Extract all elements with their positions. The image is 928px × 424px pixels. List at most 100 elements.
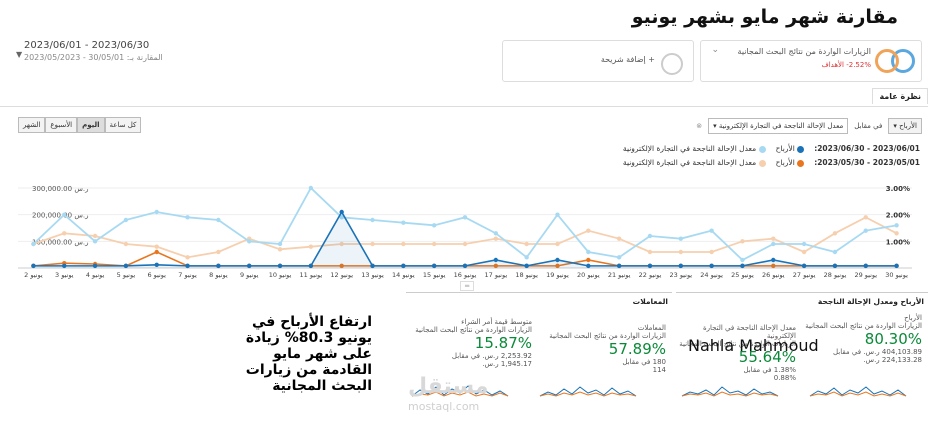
tab-overview[interactable]: نظرة عامة (872, 88, 928, 104)
data-point (832, 263, 838, 269)
data-point (586, 263, 591, 269)
kpi-card-avg-order[interactable]: متوسط قيمة أمر الشراء الزيارات الواردة م… (404, 318, 532, 368)
data-point (801, 263, 807, 269)
line-chart: 300,000.00 ر.س 200,000.00 ر.س 100,000.00 ر… (18, 185, 912, 279)
data-point (894, 231, 899, 236)
add-segment-label: + إضافة شريحة (600, 55, 655, 64)
data-point (370, 241, 375, 247)
data-point (216, 263, 221, 269)
x-tick-label: 4 يونيو (86, 271, 105, 279)
kpi-line1: 1.38% في مقابل (743, 366, 796, 374)
section-earnings-title: الأرباح ومعدل الإحالة الناجحة (817, 297, 924, 306)
date-range-picker[interactable]: 2023/06/01 - 2023/06/30 المقارنة بـ: 30/… (14, 40, 163, 64)
data-point (308, 263, 314, 269)
btn-month[interactable]: الشهر (18, 117, 46, 133)
sparkline-may (411, 391, 509, 397)
kpi-title: معدل الإحالة الناجحة في التجارة الإلكترو… (702, 324, 796, 340)
kpi-title: متوسط قيمة أمر الشراء (461, 318, 532, 326)
x-tick-label: 16 يونيو (454, 271, 477, 279)
page-title: مقارنة شهر مايو بشهر يونيو (631, 6, 898, 28)
data-point (740, 239, 745, 244)
x-tick-label: 12 يونيو (330, 271, 353, 279)
legend-may-rate: معدل الإحالة الناجحة في التجارة الإلكترو… (622, 158, 757, 167)
data-point (92, 239, 98, 244)
data-point (431, 223, 437, 228)
data-point (216, 249, 221, 255)
data-point (678, 263, 683, 269)
chart-resize-handle[interactable]: ═ (460, 281, 475, 291)
kpi-card-rate[interactable]: معدل الإحالة الناجحة في التجارة الإلكترو… (678, 324, 796, 382)
compare-label: المقارنة بـ: (126, 53, 163, 62)
data-point (832, 249, 838, 255)
add-segment-card[interactable]: + إضافة شريحة (502, 40, 694, 82)
kpi-card-earnings[interactable]: الأرباح الزيارات الواردة من نتائج البحث … (802, 314, 922, 364)
btn-hourly[interactable]: كل ساعة (104, 117, 142, 133)
data-point (678, 236, 683, 241)
data-point (123, 241, 129, 247)
data-point (154, 244, 159, 249)
data-point (370, 263, 375, 269)
chevron-down-icon[interactable]: ▼ (16, 50, 23, 59)
data-point (709, 263, 714, 269)
series-line (33, 216, 898, 259)
x-tick-label: 28 يونيو (824, 271, 847, 279)
legend-dot-icon (758, 159, 766, 167)
legend-row-june: 2023/06/01 - 2023/06/30: الأرباح معدل ال… (623, 144, 920, 153)
tab-bar (0, 88, 928, 107)
data-point (832, 231, 838, 236)
x-tick-label: 19 يونيو (546, 271, 569, 279)
x-tick-label: 13 يونيو (361, 271, 384, 279)
sparkline-june (539, 386, 637, 397)
x-tick-label: 7 يونيو (178, 271, 197, 279)
data-point (863, 228, 868, 233)
right-axis-label: 1.00% (886, 238, 910, 246)
legend-row-may: 2023/05/01 - 2023/05/30: الأرباح معدل ال… (623, 158, 920, 167)
chevron-down-icon[interactable]: ⌄ (711, 45, 719, 55)
segment-label: الزيارات الواردة من نتائج البحث المجانية (737, 47, 871, 56)
data-point (555, 257, 560, 263)
btn-day[interactable]: اليوم (77, 117, 105, 133)
segment-card[interactable]: الزيارات الواردة من نتائج البحث المجانية… (700, 40, 922, 82)
author-signature: Nahla Mahmoud (688, 336, 819, 355)
x-tick-label: 22 يونيو (639, 271, 662, 279)
x-tick-label: 2 يونيو (24, 271, 43, 279)
remove-metric-icon[interactable]: ⊗ (696, 122, 703, 130)
section-earnings-rate: الأرباح ومعدل الإحالة الناجحة (676, 292, 928, 403)
metric-select[interactable]: الأرباح ▾ (888, 118, 922, 134)
data-point (555, 263, 560, 269)
data-point (586, 228, 591, 233)
data-point (894, 223, 899, 228)
data-point (647, 263, 653, 269)
kpi-card-transactions[interactable]: المعاملات الزيارات الواردة من نتائج البح… (541, 324, 666, 374)
kpi-percent: 15.87% (474, 334, 532, 352)
data-point (31, 241, 36, 247)
x-tick-label: 24 يونيو (700, 271, 723, 279)
data-point (462, 215, 468, 220)
right-axis-label: 2.00% (886, 212, 910, 220)
legend-june-rate: معدل الإحالة الناجحة في التجارة الإلكترو… (622, 144, 757, 153)
section-transactions-title: المعاملات (632, 297, 668, 306)
sparkline-june (681, 386, 779, 397)
data-point (339, 209, 344, 215)
kpi-line2: 0.88% (773, 374, 796, 382)
sparkline-june (809, 386, 907, 397)
kpi-line1: 2,253.92 ر.س. في مقابل (451, 352, 532, 360)
data-point (401, 220, 406, 225)
data-point (863, 263, 868, 269)
data-point (586, 257, 591, 263)
data-point (154, 209, 159, 215)
data-point (616, 236, 622, 241)
btn-week[interactable]: الأسبوع (45, 117, 78, 133)
data-point (678, 249, 683, 255)
left-axis-label: 200,000.00 ر.س (32, 212, 88, 220)
data-point (616, 255, 622, 260)
kpi-title: الأرباح (904, 314, 922, 322)
watermark-url: mostaql.com (408, 400, 480, 413)
kpi-percent: 57.89% (608, 340, 666, 358)
x-tick-label: 9 يونيو (240, 271, 259, 279)
metric2-select[interactable]: معدل الإحالة الناجحة في التجارة الإلكترو… (708, 118, 849, 134)
data-point (462, 241, 468, 247)
x-tick-label: 3 يونيو (55, 271, 74, 279)
data-point (493, 236, 499, 241)
section-transactions: المعاملات (406, 292, 672, 403)
